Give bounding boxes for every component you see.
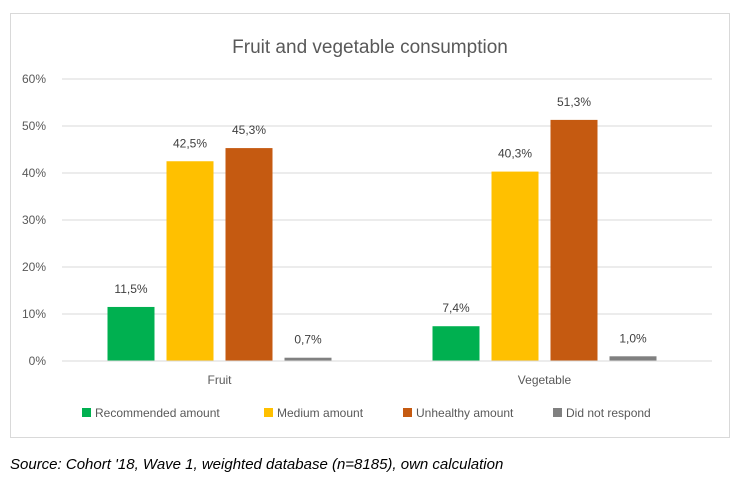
data-label: 40,3% (498, 147, 532, 161)
x-tick-label: Vegetable (518, 373, 572, 387)
y-tick-label: 50% (22, 119, 46, 133)
bar (166, 161, 214, 361)
data-label: 7,4% (442, 301, 470, 315)
y-tick-label: 10% (22, 307, 46, 321)
legend-swatch (264, 408, 273, 417)
legend-label: Unhealthy amount (416, 406, 514, 420)
chart-title: Fruit and vegetable consumption (232, 37, 508, 58)
bar (432, 326, 480, 361)
legend-swatch (82, 408, 91, 417)
source-note: Source: Cohort '18, Wave 1, weighted dat… (10, 456, 504, 473)
y-tick-label: 60% (22, 72, 46, 86)
data-label: 1,0% (619, 331, 647, 345)
x-tick-label: Fruit (208, 373, 233, 387)
legend-label: Medium amount (277, 406, 364, 420)
legend-swatch (553, 408, 562, 417)
bar (225, 148, 273, 361)
bar (491, 171, 539, 361)
y-tick-label: 40% (22, 166, 46, 180)
legend-label: Recommended amount (95, 406, 220, 420)
y-tick-label: 30% (22, 213, 46, 227)
bar (609, 356, 657, 361)
data-label: 0,7% (294, 333, 322, 347)
legend-label: Did not respond (566, 406, 651, 420)
y-tick-label: 20% (22, 260, 46, 274)
bar (107, 306, 155, 361)
legend-swatch (403, 408, 412, 417)
gridlines (62, 78, 712, 362)
legend: Recommended amount Medium amount Unhealthy… (82, 406, 651, 420)
data-label: 42,5% (173, 136, 207, 150)
bar (550, 119, 598, 361)
chart-area (10, 13, 730, 438)
bars (107, 119, 657, 361)
data-label: 11,5% (114, 282, 147, 296)
y-tick-label: 0% (29, 354, 47, 368)
data-labels: 11,5% 42,5% 45,3% 0,7% 7,4% 40,3% 51,3% 1,0% (114, 95, 647, 347)
data-label: 51,3% (557, 95, 591, 109)
data-label: 45,3% (232, 123, 266, 137)
y-axis: 0% 10% 20% 30% 40% 50% 60% (22, 72, 46, 368)
x-axis: Fruit Vegetable (62, 360, 712, 387)
bar (284, 357, 332, 361)
